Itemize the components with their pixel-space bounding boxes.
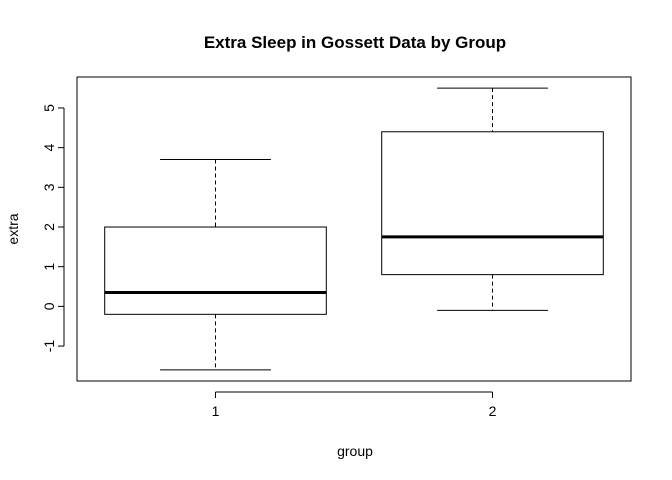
- y-tick-label: 1: [41, 263, 57, 271]
- x-tick-label: 2: [489, 403, 497, 419]
- y-tick-label: 4: [41, 144, 57, 152]
- y-tick-label: 2: [41, 223, 57, 231]
- y-tick-label: 3: [41, 183, 57, 191]
- box-group: [104, 87, 604, 371]
- plot-frame: [76, 76, 632, 382]
- y-axis: -1 0 1 2 3 4 5: [41, 104, 65, 353]
- chart-title: Extra Sleep in Gossett Data by Group: [204, 33, 506, 52]
- y-tick-label: 5: [41, 104, 57, 112]
- box-1: [104, 159, 327, 371]
- x-axis-label: group: [337, 443, 373, 459]
- y-tick-label: -1: [41, 340, 57, 353]
- iqr-box: [381, 131, 604, 276]
- box-2: [381, 87, 604, 311]
- iqr-box: [104, 226, 327, 315]
- x-tick-label: 1: [212, 403, 220, 419]
- y-tick-label: 0: [41, 302, 57, 310]
- y-axis-label: extra: [5, 213, 21, 244]
